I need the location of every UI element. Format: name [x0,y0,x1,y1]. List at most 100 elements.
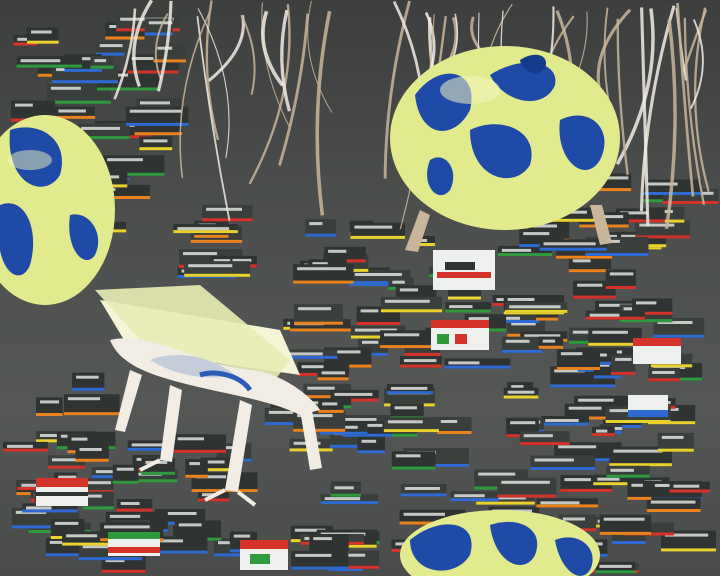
label-tile [320,494,379,505]
root-strand [616,18,629,175]
label-tile [499,313,539,323]
label-tile [605,269,636,289]
label-tile [95,41,125,56]
label-tile [497,477,557,498]
label-tile [501,336,543,353]
label-tile [103,155,165,176]
root-strand [179,12,211,179]
label-tile [173,434,226,453]
root-strand [689,19,704,110]
label-tile [139,136,173,151]
label-tile [503,387,539,399]
label-tile [593,474,645,486]
label-tile [653,318,705,338]
root-strand [307,0,333,113]
flag-card [240,540,288,570]
label-tile [573,280,616,299]
label-tile [184,261,251,277]
label-tile [125,106,189,126]
label-tile [599,514,652,535]
root-strand [615,8,655,165]
label-tile [54,106,96,119]
label-tile [606,465,650,478]
label-tile [505,302,568,313]
label-tile [330,389,379,402]
label-tile [383,417,439,433]
label-tile [83,491,114,510]
flag-card [628,395,668,417]
label-tile [22,503,78,513]
label-tile [3,441,48,452]
label-tile [445,302,491,313]
label-tile [27,27,59,44]
globe-creature-large [390,46,620,252]
label-tile [391,451,436,470]
root-strand [240,14,256,95]
flag-card [36,478,88,506]
label-tile [269,349,338,359]
skeletal-chair [95,285,322,507]
root-strand [207,15,245,83]
root-strand [156,0,173,92]
root-strand [676,2,695,197]
label-tile [380,296,443,313]
label-tile [635,220,690,239]
label-tile [556,349,600,370]
label-tile [200,457,232,472]
flag-card [633,338,681,364]
label-tile [632,298,673,315]
label-tile [153,43,186,63]
label-tile [541,416,589,426]
label-tile [13,34,38,46]
label-tile [568,256,612,273]
label-tile [669,481,710,493]
label-tile [357,436,385,454]
label-tile [444,358,511,369]
label-tile [317,368,349,381]
label-tile [343,550,380,569]
root-strand [196,16,231,221]
label-tile [127,440,169,451]
root-strand [260,10,285,87]
root-strand [596,8,632,87]
label-tile [305,219,337,237]
label-tile [185,459,208,478]
label-tile [386,383,434,395]
label-tile [536,498,599,508]
label-tile [330,483,361,497]
label-tile [400,484,447,497]
label-tile [399,356,442,368]
label-tile [63,394,120,416]
label-tile [380,330,443,349]
flag-card [433,250,495,290]
label-tile [293,264,354,284]
label-tile [609,446,672,467]
root-strand [639,5,676,212]
label-tile [75,445,109,462]
root-strand [154,13,169,80]
flag-cards [36,250,681,570]
label-tile [519,431,570,446]
label-tile [318,399,344,413]
label-tile [661,530,716,552]
label-tile [36,397,63,416]
root-strand [683,17,706,205]
label-tile [538,336,564,349]
label-tile [646,497,701,512]
globe-left [0,115,115,305]
label-tile [595,561,635,574]
root-strand [261,2,290,127]
root-strand [197,8,230,158]
label-tile [627,480,652,500]
root-strand [248,4,291,185]
label-tile [657,432,694,452]
label-tile [648,368,681,382]
label-tile [592,426,615,437]
label-tile [72,372,105,391]
label-tile [530,455,596,470]
globe-bottom [400,510,600,576]
label-tile [173,224,238,234]
label-tile [588,327,642,346]
